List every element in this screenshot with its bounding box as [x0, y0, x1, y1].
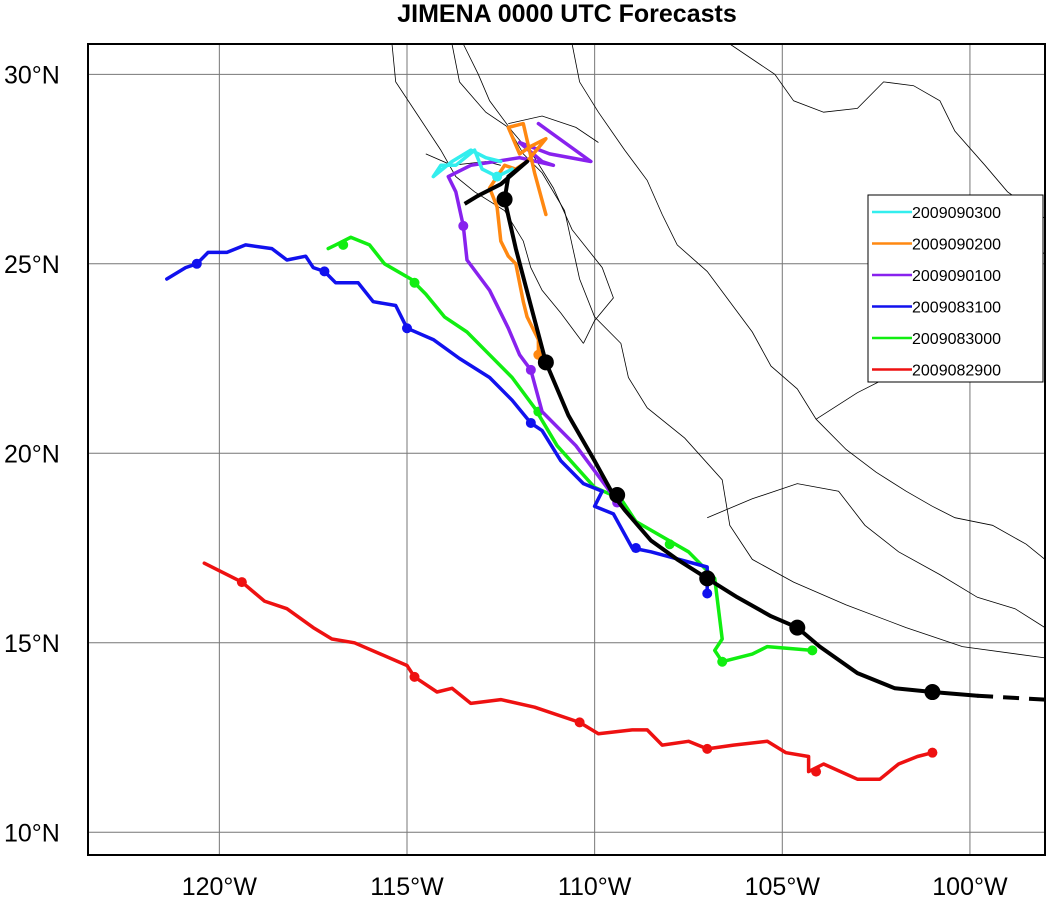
legend-label: 2009082900	[912, 363, 1001, 380]
track-line	[326, 235, 815, 664]
track-position-marker	[699, 570, 716, 587]
track-position-marker	[537, 354, 554, 371]
track-position-marker	[664, 539, 675, 550]
map-frame	[87, 43, 1046, 856]
track-2009083100	[165, 243, 713, 599]
coastline-segment	[462, 43, 614, 344]
track-position-marker	[492, 171, 503, 182]
track-position-marker	[496, 191, 513, 208]
track-position-marker	[402, 323, 412, 334]
track-position-marker	[338, 239, 349, 250]
y-tick-label: 15°N	[4, 630, 60, 658]
track-position-marker	[702, 743, 713, 754]
x-tick-label: 110°W	[558, 873, 632, 900]
track-position-marker	[525, 417, 536, 428]
axis-tick-labels: 120°W 115°W 110°W 105°W 100°W 30°N 25°N 20°N 15°…	[4, 61, 1008, 900]
track-position-marker	[702, 588, 713, 599]
track-2009090300	[431, 148, 514, 182]
track-line	[487, 121, 548, 357]
track-position-marker	[458, 220, 469, 231]
forecast-tracks	[165, 121, 1046, 781]
y-tick-label: 30°N	[4, 61, 60, 89]
y-tick-label: 10°N	[4, 819, 60, 847]
track-position-marker	[789, 619, 806, 636]
track-2009082900	[202, 561, 938, 781]
x-tick-label: 120°W	[182, 873, 258, 900]
x-tick-label: 105°W	[745, 873, 821, 900]
track-line	[446, 121, 619, 505]
legend-label: 2009083100	[912, 300, 1001, 317]
legend: 2009090300 2009090200 2009090100 2009083100…	[867, 194, 1044, 383]
y-tick-label: 25°N	[4, 251, 60, 279]
best-track-dashed-segment	[977, 693, 1046, 702]
track-position-marker	[927, 747, 938, 758]
track-line	[165, 243, 709, 596]
coastline-segment	[508, 115, 599, 143]
legend-label: 2009090300	[912, 205, 1001, 222]
track-position-marker	[236, 577, 247, 588]
legend-box	[867, 194, 1044, 383]
best-track-dashed-segment	[458, 193, 480, 209]
track-position-marker	[525, 364, 536, 375]
x-tick-label: 115°W	[370, 873, 444, 900]
coastline-segment	[707, 483, 1046, 628]
track-position-marker	[409, 277, 420, 288]
legend-label: 2009090200	[912, 237, 1001, 254]
y-tick-label: 20°N	[4, 440, 60, 468]
coastline-segment	[571, 43, 1046, 560]
track-position-marker	[409, 671, 420, 682]
track-line	[431, 148, 514, 179]
coastline-segment	[391, 43, 584, 344]
track-position-marker	[717, 656, 728, 667]
track-position-marker	[191, 258, 202, 269]
track-position-marker	[319, 266, 330, 277]
track-position-marker	[807, 645, 818, 656]
track-position-marker	[811, 766, 822, 777]
chart-title: JIMENA 0000 UTC Forecasts	[397, 0, 736, 28]
track-best	[476, 159, 980, 701]
x-tick-label: 100°W	[932, 873, 1008, 900]
track-2009083000	[326, 235, 818, 667]
legend-label: 2009090100	[912, 268, 1001, 285]
track-line	[202, 561, 935, 781]
track-position-marker	[574, 717, 585, 728]
coastline-segment	[729, 43, 1046, 219]
track-position-marker	[609, 486, 626, 503]
track-position-marker	[924, 684, 941, 701]
legend-label: 2009083000	[912, 331, 1001, 348]
lat-lon-grid	[88, 44, 1045, 855]
track-position-marker	[630, 543, 641, 554]
